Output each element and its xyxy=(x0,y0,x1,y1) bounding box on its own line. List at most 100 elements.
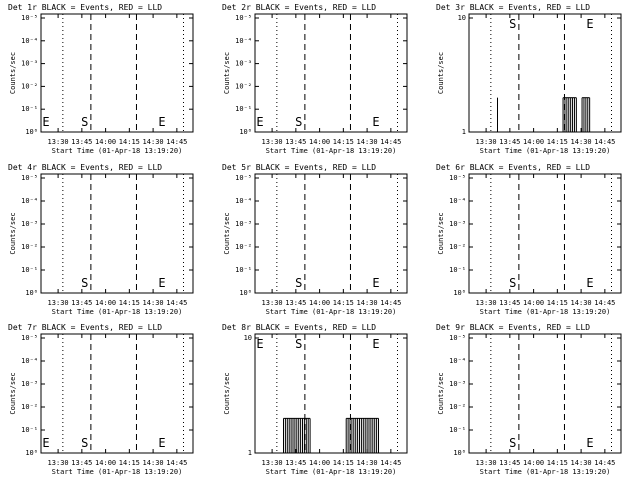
det-8-xtick-label: 13:45 xyxy=(285,459,306,467)
det-2-xtick-label: 14:45 xyxy=(380,138,401,146)
det-8-xtick-label: 14:15 xyxy=(333,459,354,467)
det-2-xtick-label: 14:00 xyxy=(309,138,330,146)
det-5-ytick-label: 10⁻⁴ xyxy=(235,197,252,205)
det-3-xlabel: Start Time (01-Apr-18 13:19:20) xyxy=(480,147,611,155)
det-1-frame xyxy=(40,13,194,133)
det-2-ytick-label: 10⁻³ xyxy=(235,60,252,68)
det-1-ytick-label: 10⁻² xyxy=(21,82,38,90)
det-4-ytick-label: 10⁰ xyxy=(25,289,38,297)
det-2-ytick-label: 10⁻⁴ xyxy=(235,37,252,45)
det-3-xtick-label: 14:00 xyxy=(523,138,544,146)
det-6-ytick-label: 10⁻⁵ xyxy=(449,174,466,182)
det-2-ytick-label: 10⁰ xyxy=(239,128,252,136)
det-8-left-e-marker: E xyxy=(256,337,263,351)
det-1-xlabel: Start Time (01-Apr-18 13:19:20) xyxy=(52,147,183,155)
det-9-ytick-label: 10⁻⁵ xyxy=(449,334,466,342)
det-1-ytick-label: 10⁰ xyxy=(25,128,38,136)
det-5-xtick-label: 14:45 xyxy=(380,299,401,307)
det-8-ylabel: Counts/sec xyxy=(223,372,231,414)
det-8-ytick-label: 10 xyxy=(244,334,252,342)
det-9-ytick-label: 10⁰ xyxy=(453,449,466,457)
det-5-xtick-label: 14:00 xyxy=(309,299,330,307)
det-7-xtick-label: 14:45 xyxy=(166,459,187,467)
det-6-ylabel: Counts/sec xyxy=(437,212,445,254)
det-4-xtick-label: 14:30 xyxy=(143,299,164,307)
det-5-e-marker: E xyxy=(372,276,379,290)
det-4-ylabel: Counts/sec xyxy=(9,212,17,254)
det-7-e-marker: E xyxy=(158,436,165,450)
det-6-ytick-label: 10⁰ xyxy=(453,289,466,297)
det-6-xlabel: Start Time (01-Apr-18 13:19:20) xyxy=(480,308,611,316)
det-6-title: Det 6r BLACK = Events, RED = LLD xyxy=(436,163,590,172)
det-2-ytick-label: 10⁻¹ xyxy=(235,105,252,113)
det-9-xtick-label: 14:15 xyxy=(547,459,568,467)
det-6-xtick-label: 13:45 xyxy=(499,299,520,307)
det-7-ytick-label: 10⁰ xyxy=(25,449,38,457)
det-4-xtick-label: 13:45 xyxy=(71,299,92,307)
det-3-frame xyxy=(468,13,622,133)
det-5-title: Det 5r BLACK = Events, RED = LLD xyxy=(222,163,376,172)
det-6-xtick-label: 13:30 xyxy=(476,299,497,307)
det-9-xtick-label: 14:00 xyxy=(523,459,544,467)
det-9-xtick-label: 13:30 xyxy=(476,459,497,467)
det-1-ytick-label: 10⁻¹ xyxy=(21,105,38,113)
det-2-xtick-label: 14:15 xyxy=(333,138,354,146)
det-4-e-marker: E xyxy=(158,276,165,290)
det-9-xlabel: Start Time (01-Apr-18 13:19:20) xyxy=(480,468,611,476)
det-2-xtick-label: 14:30 xyxy=(357,138,378,146)
det-2-title: Det 2r BLACK = Events, RED = LLD xyxy=(222,3,376,12)
det-1-e-marker: E xyxy=(158,115,165,129)
det-7-s-marker: S xyxy=(81,436,88,450)
det-2-xtick-label: 13:45 xyxy=(285,138,306,146)
det-2-xlabel: Start Time (01-Apr-18 13:19:20) xyxy=(266,147,397,155)
det-6-e-marker: E xyxy=(586,276,593,290)
det-7-xtick-label: 13:30 xyxy=(48,459,69,467)
det-7-ytick-label: 10⁻⁴ xyxy=(21,357,38,365)
det-7-title: Det 7r BLACK = Events, RED = LLD xyxy=(8,323,162,332)
det-7-xtick-label: 13:45 xyxy=(71,459,92,467)
det-7-ytick-label: 10⁻² xyxy=(21,403,38,411)
det-6-ytick-label: 10⁻³ xyxy=(449,220,466,228)
det-4-ytick-label: 10⁻⁵ xyxy=(21,174,38,182)
det-1-xtick-label: 14:30 xyxy=(143,138,164,146)
det-4-ytick-label: 10⁻⁴ xyxy=(21,197,38,205)
det-8-ytick-label: 1 xyxy=(248,449,252,457)
det-6-xtick-label: 14:45 xyxy=(594,299,615,307)
det-3-ytick-label: 10 xyxy=(458,14,466,22)
det-7-ytick-label: 10⁻³ xyxy=(21,380,38,388)
det-3-xtick-label: 13:45 xyxy=(499,138,520,146)
det-9-ytick-label: 10⁻⁴ xyxy=(449,357,466,365)
det-5-xtick-label: 14:15 xyxy=(333,299,354,307)
det-7-xtick-label: 14:00 xyxy=(95,459,116,467)
det-1-xtick-label: 14:00 xyxy=(95,138,116,146)
det-7-xtick-label: 14:15 xyxy=(119,459,140,467)
det-1-xtick-label: 14:45 xyxy=(166,138,187,146)
det-4-xtick-label: 14:15 xyxy=(119,299,140,307)
det-4-ytick-label: 10⁻¹ xyxy=(21,266,38,274)
det-2-ytick-label: 10⁻² xyxy=(235,82,252,90)
det-3-xtick-label: 14:45 xyxy=(594,138,615,146)
det-8-frame xyxy=(254,333,408,454)
det-6-xtick-label: 14:30 xyxy=(571,299,592,307)
det-1-xtick-label: 13:30 xyxy=(48,138,69,146)
det-8-e-marker: E xyxy=(372,337,379,351)
det-5-ytick-label: 10⁻⁵ xyxy=(235,174,252,182)
det-5-xtick-label: 13:30 xyxy=(262,299,283,307)
det-5-ytick-label: 10⁻² xyxy=(235,243,252,251)
det-7-xtick-label: 14:30 xyxy=(143,459,164,467)
det-9-frame xyxy=(468,333,622,454)
det-6-ytick-label: 10⁻⁴ xyxy=(449,197,466,205)
det-1-ylabel: Counts/sec xyxy=(9,52,17,94)
det-6-ytick-label: 10⁻² xyxy=(449,243,466,251)
det-2-ylabel: Counts/sec xyxy=(223,52,231,94)
det-2-frame xyxy=(254,13,408,133)
det-3-ytick-label: 1 xyxy=(462,128,466,136)
det-9-ytick-label: 10⁻³ xyxy=(449,380,466,388)
det-8-xlabel: Start Time (01-Apr-18 13:19:20) xyxy=(266,468,397,476)
det-8-xtick-label: 14:45 xyxy=(380,459,401,467)
det-9-xtick-label: 14:30 xyxy=(571,459,592,467)
det-5-xtick-label: 13:45 xyxy=(285,299,306,307)
det-1-ytick-label: 10⁻⁴ xyxy=(21,37,38,45)
det-7-ytick-label: 10⁻¹ xyxy=(21,426,38,434)
